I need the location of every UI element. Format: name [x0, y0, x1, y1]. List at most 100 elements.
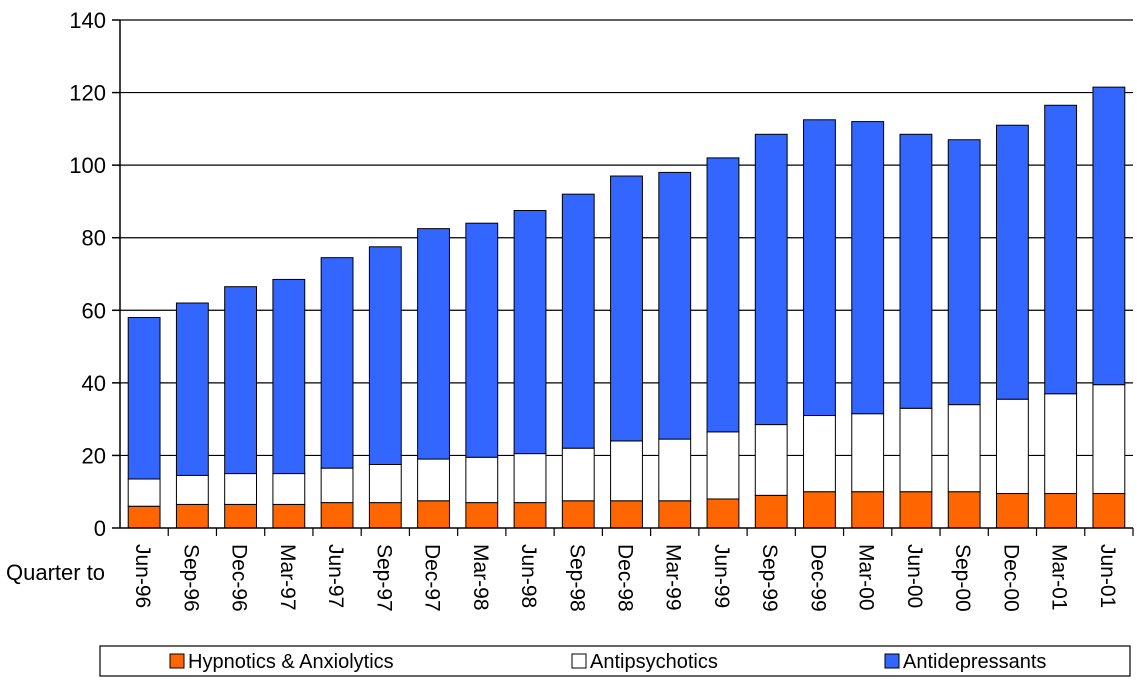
bar-hypnotics-and-anxiolytics	[947, 491, 981, 529]
bar-hypnotics-and-anxiolytics	[175, 503, 209, 529]
bar-hypnotics-and-anxiolytics	[465, 502, 499, 529]
bar-antidepressants	[899, 133, 933, 409]
legend-swatch-antidepressants	[884, 653, 900, 669]
bar-antipsychotics	[1092, 384, 1126, 495]
y-tick-label: 140	[69, 8, 106, 33]
bar-hypnotics-and-anxiolytics	[803, 491, 836, 529]
legend-box	[99, 645, 1131, 677]
bar-hypnotics-and-anxiolytics	[1092, 493, 1126, 529]
bar-antidepressants	[513, 210, 547, 455]
x-tick-label: Jun-99	[710, 544, 733, 608]
x-tick-label: Dec-96	[228, 544, 251, 612]
bar-antidepressants	[224, 286, 258, 475]
bar-antidepressants	[368, 246, 402, 465]
axes: 0 20 40 60 80 100 120 140 Jun-96 Sep-96 Dec-96 Mar-…	[69, 8, 1134, 612]
bar-antipsychotics	[947, 404, 981, 493]
bar-antipsychotics	[658, 438, 692, 502]
bar-antidepressants	[995, 124, 1029, 400]
x-tick-label: Mar-99	[662, 544, 685, 611]
bar-hypnotics-and-anxiolytics	[272, 503, 306, 529]
bar-antidepressants	[320, 257, 354, 469]
bar-antipsychotics	[706, 431, 740, 500]
x-tick-label: Dec-00	[999, 544, 1022, 612]
bar-antipsychotics	[368, 464, 402, 504]
bar-antidepressants	[465, 222, 499, 458]
bar-antipsychotics	[803, 415, 836, 493]
legend-label-hypnotics-and-anxiolytics: Hypnotics & Anxiolytics	[188, 651, 394, 673]
bar-hypnotics-and-anxiolytics	[658, 500, 692, 529]
x-tick-label: Jun-98	[517, 544, 540, 608]
bar-antipsychotics	[465, 456, 499, 504]
bar-antipsychotics	[417, 458, 450, 502]
x-tick-label: Dec-99	[806, 544, 829, 612]
y-tick-label: 20	[82, 443, 106, 468]
bar-hypnotics-and-anxiolytics	[1044, 493, 1078, 529]
bar-antidepressants	[127, 317, 161, 480]
y-tick-label: 120	[69, 81, 106, 106]
legend-label-antipsychotics: Antipsychotics	[590, 651, 718, 673]
bar-antipsychotics	[320, 467, 354, 504]
bar-antidepressants	[417, 228, 450, 460]
bar-antidepressants	[658, 171, 692, 440]
bar-hypnotics-and-anxiolytics	[224, 503, 258, 529]
bar-antipsychotics	[995, 398, 1029, 495]
bar-hypnotics-and-anxiolytics	[127, 505, 161, 529]
bar-hypnotics-and-anxiolytics	[995, 493, 1029, 529]
bar-antidepressants	[561, 193, 595, 449]
x-tick-label: Sep-97	[372, 544, 395, 612]
x-tick-label: Dec-97	[421, 544, 444, 612]
x-tick-label: Mar-98	[469, 544, 492, 611]
bar-antidepressants	[851, 121, 885, 415]
bar-hypnotics-and-anxiolytics	[851, 491, 885, 529]
bar-antipsychotics	[224, 473, 258, 505]
bar-antidepressants	[175, 302, 209, 476]
y-tick-label: 80	[82, 226, 106, 251]
bar-antipsychotics	[561, 447, 595, 502]
bar-antipsychotics	[175, 474, 209, 505]
y-tick-label: 100	[69, 153, 106, 178]
bar-antidepressants	[610, 175, 643, 442]
x-tick-label: Sep-98	[565, 544, 588, 612]
legend: Hypnotics & Anxiolytics Antipsychotics Ant…	[99, 645, 1131, 677]
y-tick-label: 0	[94, 516, 106, 541]
legend-swatch-antipsychotics	[571, 653, 587, 669]
bar-hypnotics-and-anxiolytics	[320, 502, 354, 529]
x-tick-label: Mar-00	[855, 544, 878, 611]
x-tick-label: Dec-98	[614, 544, 637, 612]
bar-hypnotics-and-anxiolytics	[513, 502, 547, 529]
bar-hypnotics-and-anxiolytics	[417, 500, 450, 529]
x-tick-label: Jun-00	[903, 544, 926, 608]
x-axis-title: Quarter to	[6, 560, 105, 585]
x-tick-label: Sep-96	[179, 544, 202, 612]
bar-hypnotics-and-anxiolytics	[368, 502, 402, 529]
bar-antidepressants	[1044, 104, 1078, 395]
bar-hypnotics-and-anxiolytics	[561, 500, 595, 529]
bar-hypnotics-and-anxiolytics	[706, 498, 740, 529]
legend-swatch-hypnotics-and-anxiolytics	[169, 653, 185, 669]
bar-antipsychotics	[610, 440, 643, 502]
x-tick-label: Sep-99	[758, 544, 781, 612]
x-tick-label: Jun-01	[1096, 544, 1119, 608]
bar-antipsychotics	[272, 473, 306, 505]
bar-antipsychotics	[754, 424, 788, 496]
bar-antipsychotics	[851, 413, 885, 493]
x-tick-label: Mar-97	[276, 544, 299, 611]
bar-antipsychotics	[127, 478, 161, 507]
bar-antipsychotics	[899, 407, 933, 493]
x-tick-label: Sep-00	[951, 544, 974, 612]
bar-antidepressants	[706, 157, 740, 433]
bar-antidepressants	[754, 133, 788, 426]
legend-label-antidepressants: Antidepressants	[903, 651, 1046, 673]
bar-antidepressants	[272, 278, 306, 475]
x-tick-label: Jun-96	[131, 544, 154, 608]
bar-antidepressants	[947, 139, 981, 406]
y-tick-label: 40	[82, 371, 106, 396]
bar-antidepressants	[803, 119, 836, 417]
bar-hypnotics-and-anxiolytics	[754, 494, 788, 529]
bar-antidepressants	[1092, 86, 1126, 386]
bar-antipsychotics	[1044, 393, 1078, 495]
bar-hypnotics-and-anxiolytics	[610, 500, 643, 529]
bar-antipsychotics	[513, 453, 547, 504]
